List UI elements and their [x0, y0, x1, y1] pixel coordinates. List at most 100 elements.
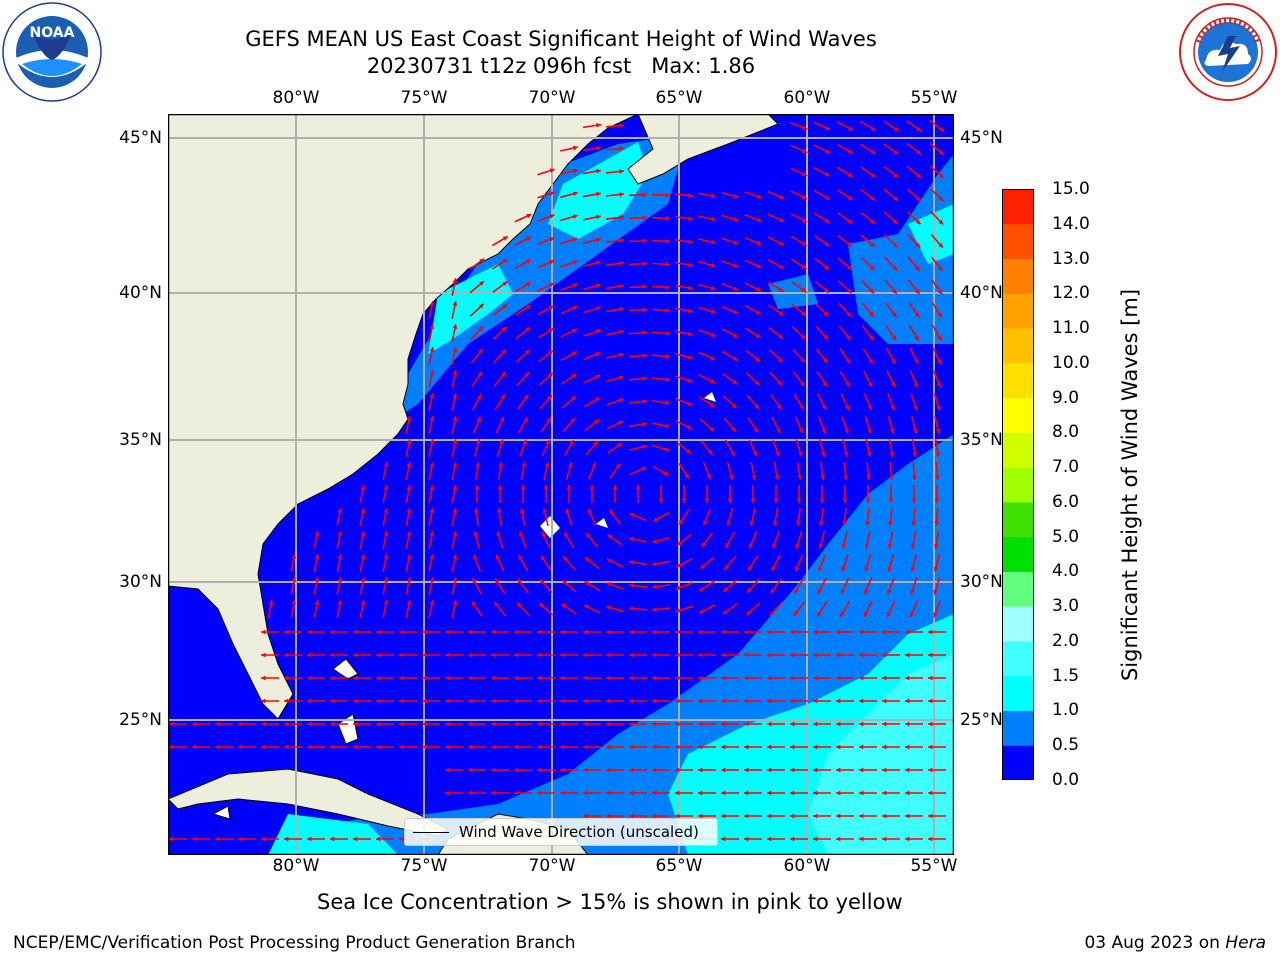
wave-arrow-head — [471, 601, 477, 607]
wave-arrow-head — [870, 149, 876, 154]
wave-arrow-head — [360, 531, 366, 536]
wave-arrow-head — [468, 767, 473, 773]
wave-arrow-head — [744, 698, 749, 704]
wave-arrow-head — [543, 485, 549, 490]
wave-arrow-head — [618, 375, 624, 381]
wave-arrow-head — [751, 474, 757, 480]
wave-arrow-head — [836, 698, 841, 704]
colorbar-tick-label: 4.0 — [1052, 561, 1080, 582]
wave-arrow-head — [844, 405, 850, 411]
wave-arrow-head — [747, 587, 752, 593]
wave-arrow-head — [383, 531, 389, 536]
wave-arrow-head — [664, 446, 670, 452]
lon-label-top: 55°W — [910, 88, 958, 108]
wave-arrow-head — [406, 439, 412, 444]
wave-arrow-head — [744, 767, 749, 773]
wave-arrow-head — [887, 566, 893, 572]
wave-arrow-head — [779, 240, 785, 246]
wave-arrow-head — [820, 451, 826, 457]
wave-arrow-head — [537, 652, 542, 658]
wave-arrow-head — [606, 558, 612, 564]
colorbar-swatch — [1002, 501, 1034, 538]
wave-arrow-head — [307, 744, 312, 750]
wave-arrow-head — [928, 813, 933, 819]
band-1_0-midatl — [428, 264, 513, 354]
wave-arrow-head — [859, 767, 864, 773]
wave-arrow-head — [675, 767, 680, 773]
wave-arrow-head — [477, 371, 483, 377]
wave-arrow-head — [915, 219, 921, 225]
wave-arrow-head — [606, 721, 611, 727]
wave-arrow-head — [652, 584, 657, 590]
wave-arrow-head — [563, 556, 568, 562]
legend-line-swatch — [413, 831, 449, 833]
wave-arrow-head — [889, 452, 895, 457]
wave-arrow-head — [491, 675, 496, 681]
wave-arrow-head — [526, 213, 532, 219]
wave-arrow-head — [514, 790, 519, 796]
wave-arrow-head — [911, 498, 917, 503]
wave-arrow-head — [864, 589, 869, 595]
wave-arrow-head — [452, 301, 458, 306]
wave-arrow-head — [726, 520, 732, 526]
colorbar-tick-label: 7.0 — [1052, 457, 1080, 478]
wave-arrow-head — [519, 508, 525, 513]
wave-arrow-head — [429, 485, 435, 490]
wave-arrow-head — [836, 675, 841, 681]
wave-arrow-head — [268, 600, 274, 605]
wave-arrow-head — [629, 536, 635, 542]
wave-arrow-head — [698, 813, 703, 819]
footer-credit: NCEP/EMC/Verification Post Processing Pr… — [13, 933, 576, 953]
wave-arrow-head — [836, 629, 841, 635]
wave-arrow-head — [652, 675, 657, 681]
wave-arrow-head — [779, 194, 785, 200]
wave-arrow-head — [606, 675, 611, 681]
wave-arrow-head — [893, 172, 899, 178]
wave-arrow-head — [606, 698, 611, 704]
wave-arrow-head — [612, 485, 618, 490]
wave-arrow-head — [665, 423, 670, 429]
wave-arrow-head — [724, 564, 729, 570]
wave-arrow-head — [619, 215, 624, 220]
wave-arrow-head — [383, 577, 389, 582]
wave-arrow-head — [721, 698, 726, 704]
wave-arrow-head — [687, 354, 693, 360]
wave-arrow-head — [629, 767, 634, 773]
wave-arrow-head — [914, 312, 920, 318]
wave-arrow-head — [868, 335, 874, 341]
colorbar-tick-label: 9.0 — [1052, 387, 1080, 408]
wave-arrow-head — [767, 698, 772, 704]
wave-arrow-head — [261, 629, 266, 635]
wave-arrow-head — [495, 578, 500, 584]
wave-arrow-head — [939, 126, 945, 132]
colorbar-tick-label: 0.0 — [1052, 770, 1080, 790]
wave-arrow-head — [893, 126, 899, 131]
wave-arrow-head — [429, 462, 435, 467]
wave-arrow-head — [641, 444, 647, 450]
wave-arrow-head — [572, 260, 578, 265]
wave-arrow-head — [867, 405, 872, 411]
wave-arrow-head — [790, 629, 795, 635]
wave-arrow-head — [846, 265, 852, 270]
wave-arrow-head — [847, 149, 853, 154]
wave-arrow-head — [859, 675, 864, 681]
colorbar-tick-label: 15.0 — [1052, 179, 1090, 199]
wave-arrow-head — [583, 721, 588, 727]
wave-arrow-head — [284, 721, 289, 727]
wave-arrow-head — [824, 264, 830, 270]
wave-arrow-head — [733, 309, 739, 315]
wave-arrow-head — [818, 566, 823, 572]
wave-arrow-head — [790, 767, 795, 773]
wave-arrow-head — [521, 462, 527, 467]
colorbar-swatch — [1002, 606, 1034, 642]
wave-arrow-head — [284, 836, 289, 842]
wave-arrow-head — [731, 403, 737, 408]
wave-arrow-head — [572, 237, 578, 242]
colorbar-swatch — [1002, 432, 1034, 468]
wave-arrow-head — [699, 586, 705, 591]
wave-arrow-head — [708, 426, 714, 431]
wave-arrow-head — [307, 721, 312, 727]
wave-arrow-head — [540, 555, 546, 561]
wave-arrow-head — [859, 790, 864, 796]
wave-arrow-head — [859, 721, 864, 727]
